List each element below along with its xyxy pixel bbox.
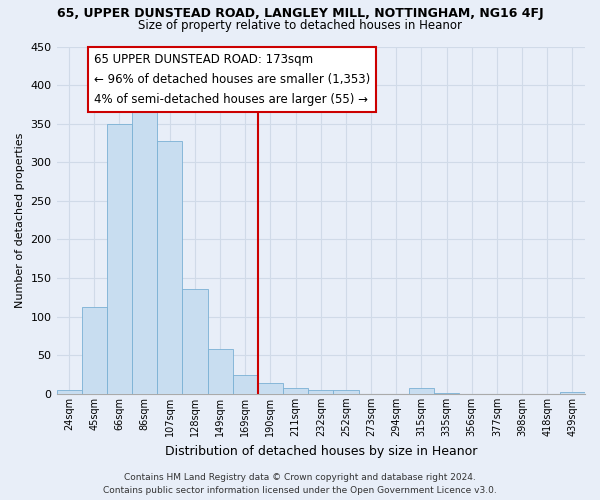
Bar — [308, 390, 334, 394]
Bar — [82, 308, 107, 394]
X-axis label: Distribution of detached houses by size in Heanor: Distribution of detached houses by size … — [164, 444, 477, 458]
Bar — [560, 392, 585, 394]
Bar — [56, 390, 82, 394]
Bar — [334, 390, 359, 394]
Bar — [208, 349, 233, 394]
Bar — [107, 124, 132, 394]
Text: 65 UPPER DUNSTEAD ROAD: 173sqm
← 96% of detached houses are smaller (1,353)
4% o: 65 UPPER DUNSTEAD ROAD: 173sqm ← 96% of … — [94, 52, 371, 106]
Bar — [409, 388, 434, 394]
Bar — [283, 388, 308, 394]
Text: Contains HM Land Registry data © Crown copyright and database right 2024.
Contai: Contains HM Land Registry data © Crown c… — [103, 474, 497, 495]
Bar — [157, 142, 182, 394]
Text: 65, UPPER DUNSTEAD ROAD, LANGLEY MILL, NOTTINGHAM, NG16 4FJ: 65, UPPER DUNSTEAD ROAD, LANGLEY MILL, N… — [56, 8, 544, 20]
Bar — [434, 393, 459, 394]
Y-axis label: Number of detached properties: Number of detached properties — [15, 132, 25, 308]
Bar — [132, 104, 157, 394]
Bar — [182, 289, 208, 394]
Bar — [233, 374, 258, 394]
Bar — [258, 383, 283, 394]
Text: Size of property relative to detached houses in Heanor: Size of property relative to detached ho… — [138, 18, 462, 32]
